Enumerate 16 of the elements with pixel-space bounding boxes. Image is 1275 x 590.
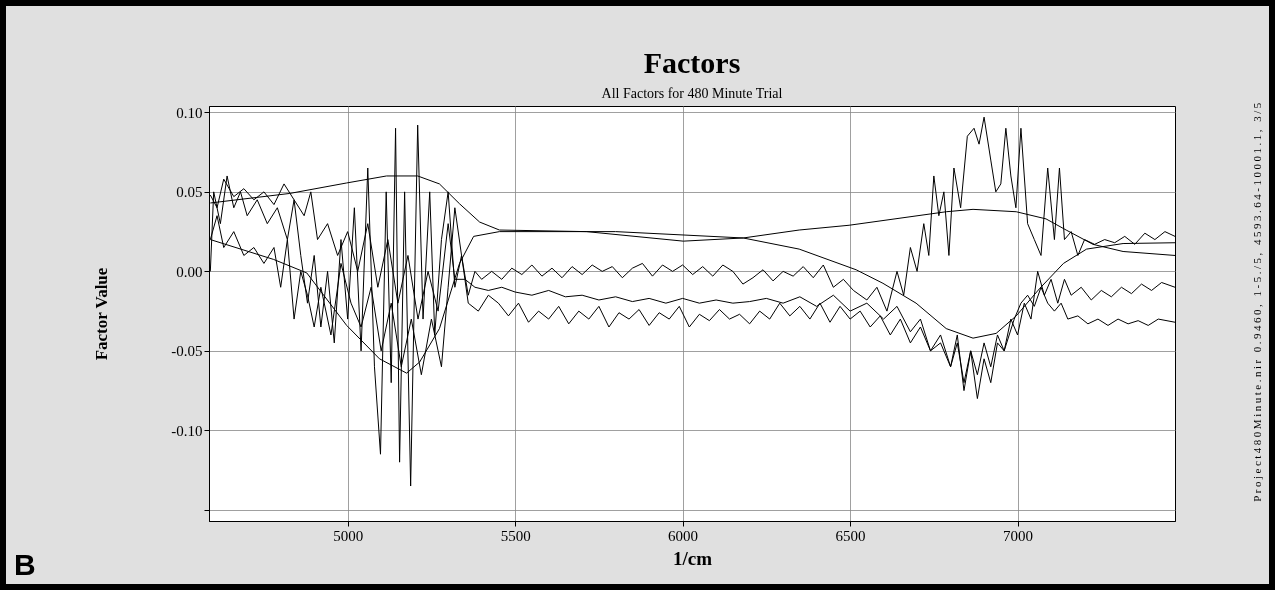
chart-subtitle: All Factors for 480 Minute Trial <box>601 86 783 102</box>
text: B <box>14 548 36 582</box>
x-tick-label: 6000 <box>668 527 699 544</box>
y-tick-label: -0.05 <box>171 343 203 360</box>
x-tick-label: 7000 <box>1003 527 1034 544</box>
x-tick-label: 6500 <box>835 527 866 544</box>
text: Project480Minute.nir 0.9460, 1-5./5, 4593.64-10001.1, 3/5 <box>1251 99 1263 504</box>
y-tick-label: 0.00 <box>176 263 203 280</box>
y-axis-title: Factor Value <box>92 267 112 361</box>
chart-title: Factors <box>643 46 741 80</box>
x-axis-title: 1/cm <box>672 547 713 569</box>
y-tick-label: 0.05 <box>176 184 203 201</box>
x-tick-label: 5500 <box>500 527 531 544</box>
x-tick-label: 5000 <box>333 527 364 544</box>
y-tick-label: -0.10 <box>171 422 203 439</box>
y-tick-label: 0.10 <box>176 104 203 121</box>
